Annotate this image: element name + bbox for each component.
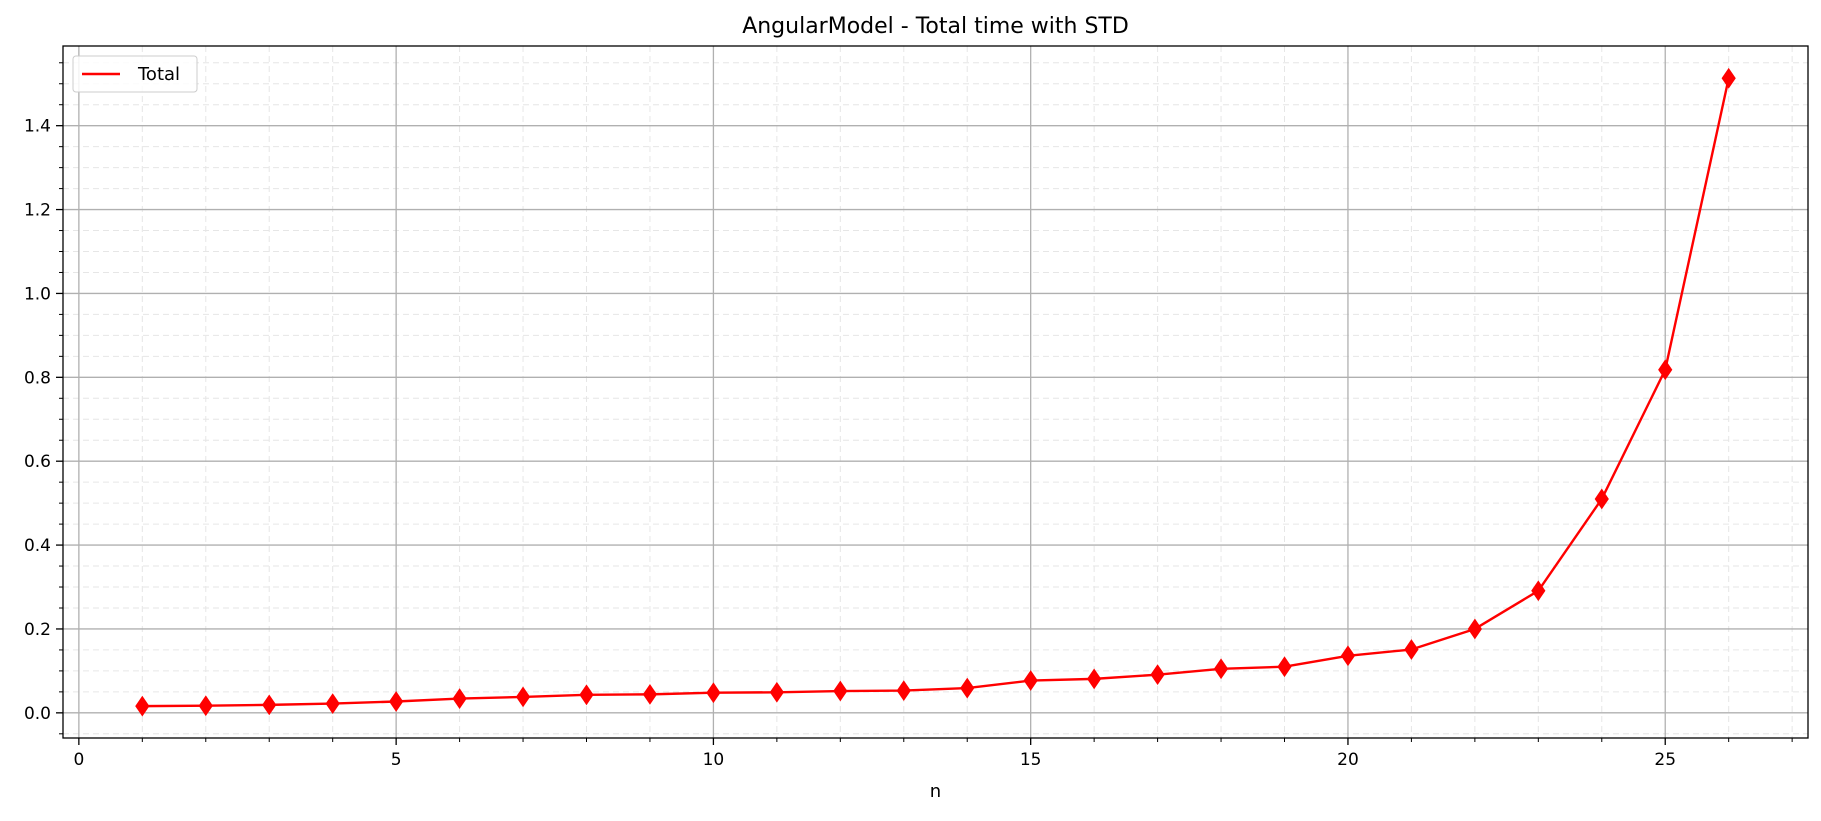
major-grid [63, 46, 1808, 738]
chart-title: AngularModel - Total time with STD [742, 14, 1129, 39]
data-point-marker [1531, 580, 1546, 602]
data-point-marker [515, 686, 531, 708]
data-point-marker [1023, 670, 1038, 691]
y-tick-label: 0.4 [24, 536, 51, 556]
axis-ticks: 0 5 10 15 20 25 0.0 0.2 0.4 0.6 0.8 1.0 1.2 1.4 [24, 62, 1793, 770]
legend-box [72, 55, 198, 93]
x-tick-label: 20 [1337, 750, 1359, 770]
data-point-marker [1150, 664, 1165, 686]
data-point-marker [389, 691, 404, 712]
y-tick-label: 0.8 [24, 368, 51, 388]
y-tick-label: 0.6 [24, 452, 51, 472]
data-point-marker [452, 688, 467, 709]
data-point-marker [1087, 668, 1102, 690]
data-point-marker [896, 680, 911, 701]
y-tick-label: 1.0 [24, 284, 51, 304]
minor-grid [63, 46, 1808, 738]
data-point-marker [1404, 639, 1419, 660]
data-point-marker [642, 683, 658, 705]
legend-label-total: Total [137, 64, 180, 85]
x-tick-label: 0 [73, 750, 84, 770]
x-axis-label: n [930, 781, 941, 802]
x-tick-label: 15 [1020, 750, 1042, 770]
data-point-marker [262, 694, 277, 716]
data-point-marker [769, 681, 784, 703]
data-point-marker [1721, 67, 1736, 89]
legend: Total [72, 55, 198, 93]
series-line-total [142, 78, 1730, 708]
y-tick-label: 0.0 [24, 704, 51, 724]
x-tick-label: 10 [703, 750, 725, 770]
y-tick-label: 0.2 [24, 620, 51, 640]
data-point-marker [833, 680, 848, 702]
data-point-marker [1277, 656, 1292, 678]
plot-frame [62, 45, 1809, 739]
y-tick-label: 1.2 [24, 201, 51, 221]
data-point-marker [325, 693, 340, 714]
data-point-marker [198, 695, 213, 717]
data-point-marker [1213, 658, 1229, 680]
data-point-marker [579, 684, 594, 706]
series-layer [135, 67, 1736, 717]
x-tick-label: 25 [1654, 750, 1676, 770]
data-point-marker [1340, 645, 1356, 667]
data-point-marker [1658, 359, 1673, 381]
y-tick-label: 1.4 [24, 117, 51, 137]
data-point-marker [1467, 618, 1482, 640]
x-tick-label: 5 [391, 750, 402, 770]
data-point-marker [135, 695, 150, 717]
data-point-marker [1594, 488, 1609, 510]
data-point-marker [960, 677, 975, 699]
data-point-marker [706, 682, 721, 704]
